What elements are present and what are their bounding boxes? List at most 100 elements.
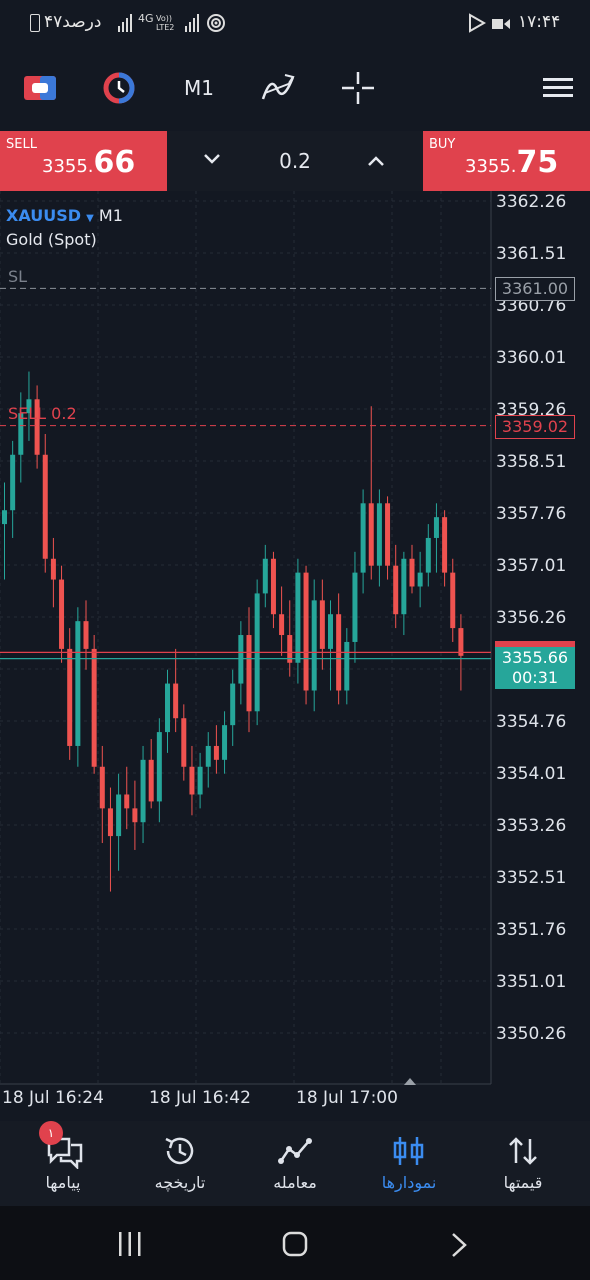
sell-price: 3355.66: [42, 145, 135, 180]
price-axis-label: 3351.76: [496, 920, 566, 940]
price-axis-label: 3356.26: [496, 608, 566, 628]
candle-body: [213, 745, 219, 760]
time-axis-label: 18 Jul 16:42: [149, 1088, 251, 1108]
battery-icon: [30, 14, 40, 32]
candle-body: [148, 759, 154, 802]
recent-apps-button[interactable]: [117, 1232, 143, 1260]
symbol-dropdown-icon[interactable]: ▼: [86, 213, 94, 224]
candle-body: [246, 635, 252, 712]
crosshair-icon[interactable]: [336, 66, 380, 110]
candle-body: [287, 635, 293, 663]
trade-icon[interactable]: [18, 66, 62, 110]
price-chart[interactable]: 3362.26 3361.51 3360.76 3360.01 3359.26 3358.…: [0, 191, 590, 1121]
current-price-tag: 3355.66 00:31: [495, 647, 575, 689]
sell-label: SELL: [6, 137, 37, 152]
candle-body: [458, 628, 464, 656]
candle-body: [91, 648, 97, 767]
candle-body: [59, 579, 65, 649]
time-axis: 18 Jul 16:24 18 Jul 16:42 18 Jul 17:00: [2, 1078, 416, 1108]
candle-body: [279, 614, 285, 636]
nav-charts[interactable]: نمودارها: [354, 1121, 464, 1206]
volume-increase-button[interactable]: [367, 153, 385, 172]
candle-body: [83, 621, 89, 649]
buy-button[interactable]: BUY 3355.75: [423, 131, 590, 191]
candle-body: [124, 794, 130, 809]
candle-body: [116, 794, 122, 837]
price-axis-label: 3360.76: [496, 296, 566, 316]
indicators-icon[interactable]: [256, 66, 300, 110]
messages-badge: ۱: [39, 1121, 63, 1145]
chart-canvas[interactable]: 3362.263361.513360.763360.013359.263358.…: [0, 191, 590, 1121]
battery-percent: ۴۷درصد: [44, 12, 102, 32]
candle-body: [238, 635, 244, 684]
menu-icon[interactable]: [536, 66, 580, 110]
nav-quotes[interactable]: قیمتها: [468, 1121, 578, 1206]
recent-apps-icon: [119, 1232, 141, 1256]
play-icon: [467, 13, 487, 37]
nav-charts-label: نمودارها: [381, 1173, 437, 1192]
back-icon: [452, 1233, 467, 1257]
price-axis-label: 3357.76: [496, 504, 566, 524]
candle-body: [173, 683, 179, 719]
time-axis-label: 18 Jul 16:24: [2, 1088, 104, 1108]
volume-control: 0.2: [167, 131, 423, 191]
messages-icon: [47, 1137, 83, 1169]
candle-body: [26, 399, 32, 414]
symbol-description: Gold (Spot): [6, 230, 97, 249]
price-axis-label: 3362.26: [496, 192, 566, 212]
signal-icon-2: [185, 14, 199, 36]
sl-label: SL: [8, 267, 28, 286]
chart-type-icon[interactable]: [97, 66, 141, 110]
timeframe-button[interactable]: M1: [184, 76, 214, 100]
nav-trade[interactable]: معامله: [240, 1121, 350, 1206]
signal-icon: [118, 14, 132, 36]
candle-body: [67, 648, 73, 746]
candle-body: [2, 510, 7, 525]
status-bar: ۴۷درصد 4G Vo)) LTE2 ۱۷:۴۴: [0, 0, 590, 48]
back-button[interactable]: [450, 1232, 468, 1262]
candle-body: [165, 683, 170, 733]
symbol-name[interactable]: XAUUSD: [6, 206, 82, 225]
candle-body: [376, 503, 382, 566]
candle-body: [417, 572, 423, 587]
chevron-up-icon: [368, 156, 384, 166]
sell-button[interactable]: SELL 3355.66: [0, 131, 167, 191]
candle-body: [222, 725, 228, 760]
candle-body: [450, 572, 456, 629]
ask-price-tag: [495, 641, 575, 651]
candle-body: [319, 600, 325, 649]
nav-trade-label: معامله: [273, 1173, 317, 1192]
price-axis-label: 3352.51: [496, 868, 566, 888]
symbol-info[interactable]: XAUUSD ▼ M1: [6, 206, 123, 225]
current-price-value: 3355.66: [501, 648, 569, 667]
price-axis: 3362.263361.513360.763360.013359.263358.…: [496, 192, 566, 1044]
candle-body: [368, 503, 374, 566]
candle-body: [75, 621, 81, 746]
candle-body: [181, 718, 187, 767]
home-button[interactable]: [282, 1231, 308, 1261]
price-lines: [0, 287, 491, 660]
nav-messages-label: پیامها: [45, 1173, 81, 1192]
candle-body: [107, 808, 113, 837]
buy-label: BUY: [429, 137, 456, 152]
network-sub: Vo)) LTE2: [156, 14, 175, 32]
volume-value[interactable]: 0.2: [279, 149, 311, 173]
candle-body: [311, 600, 317, 691]
symbol-timeframe: M1: [98, 206, 123, 225]
chevron-down-icon: [204, 154, 220, 164]
volume-decrease-button[interactable]: [203, 151, 221, 170]
candle-body: [42, 454, 48, 559]
candle-body: [328, 614, 333, 649]
candle-body: [132, 808, 138, 823]
sell-order-price-tag: 3359.02: [495, 415, 575, 439]
candles-icon: [393, 1137, 424, 1165]
nav-history[interactable]: تاریخچه: [125, 1121, 235, 1206]
clock: ۱۷:۴۴: [518, 12, 561, 32]
video-icon: [492, 16, 510, 35]
candle-body: [401, 558, 407, 615]
price-axis-label: 3361.51: [496, 244, 566, 264]
candle-body: [10, 454, 16, 511]
nav-messages[interactable]: ۱ پیامها: [8, 1121, 118, 1206]
candle-body: [425, 537, 431, 573]
hotspot-icon: [206, 13, 226, 37]
